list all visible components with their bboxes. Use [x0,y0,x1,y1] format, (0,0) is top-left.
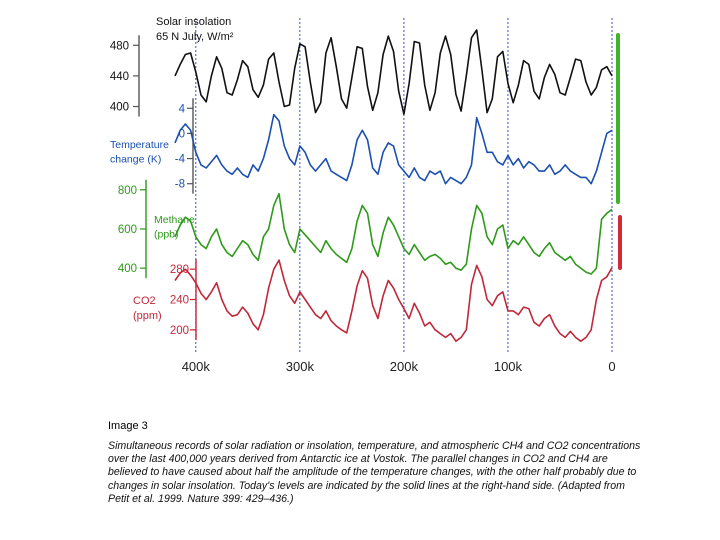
x-tick-label-3: 100k [494,359,523,374]
temperature-y-tick-label-3: -8 [175,179,185,191]
temperature-y-tick-label-0: 4 [179,103,186,115]
methane-y-tick-label-2: 400 [118,263,137,275]
insolation-label-line-0: Solar insolation [156,16,231,28]
insolation-y-tick-label-2: 400 [110,102,129,114]
insolation-y-tick-label-1: 440 [110,71,129,83]
temperature-label-line-0: Temperature [110,139,169,151]
co2-y-tick-label-2: 200 [170,325,189,337]
caption-text: Simultaneous records of solar radiation … [108,440,641,505]
vostok-chart: 400k 300k 200k 100k 0 480 440 400 4 0 -4 -8 800 600 40… [110,16,622,374]
co2-label-line-0: CO2 [133,295,156,307]
x-tick-label-2: 200k [390,359,419,374]
methane-label-line-1: (ppb) [154,229,179,241]
caption-title: Image 3 [108,420,148,432]
methane-y-tick-label-0: 800 [118,185,137,197]
temperature-y-tick-label-2: -4 [175,154,186,166]
co2-series-line [174,259,613,343]
co2-y-tick-label-0: 280 [170,264,189,276]
temperature-series-line [174,113,613,185]
x-tick-label-4: 0 [608,359,615,374]
temperature-y-tick-label-1: 0 [179,128,185,140]
methane-series-line [174,192,613,275]
x-tick-label-1: 300k [286,359,315,374]
insolation-series-line [174,29,613,115]
co2-y-tick-label-1: 240 [170,295,189,307]
co2-label-line-1: (ppm) [133,310,162,322]
x-tick-label-0: 400k [182,359,211,374]
caption: Image 3 Simultaneous records of solar ra… [108,420,648,506]
temperature-label-line-1: change (K) [110,154,161,166]
methane-y-tick-label-1: 600 [118,224,137,236]
methane-label-line-0: Methane [154,214,195,226]
insolation-label-line-1: 65 N July, W/m² [156,31,234,43]
insolation-y-tick-label-0: 480 [110,40,129,52]
